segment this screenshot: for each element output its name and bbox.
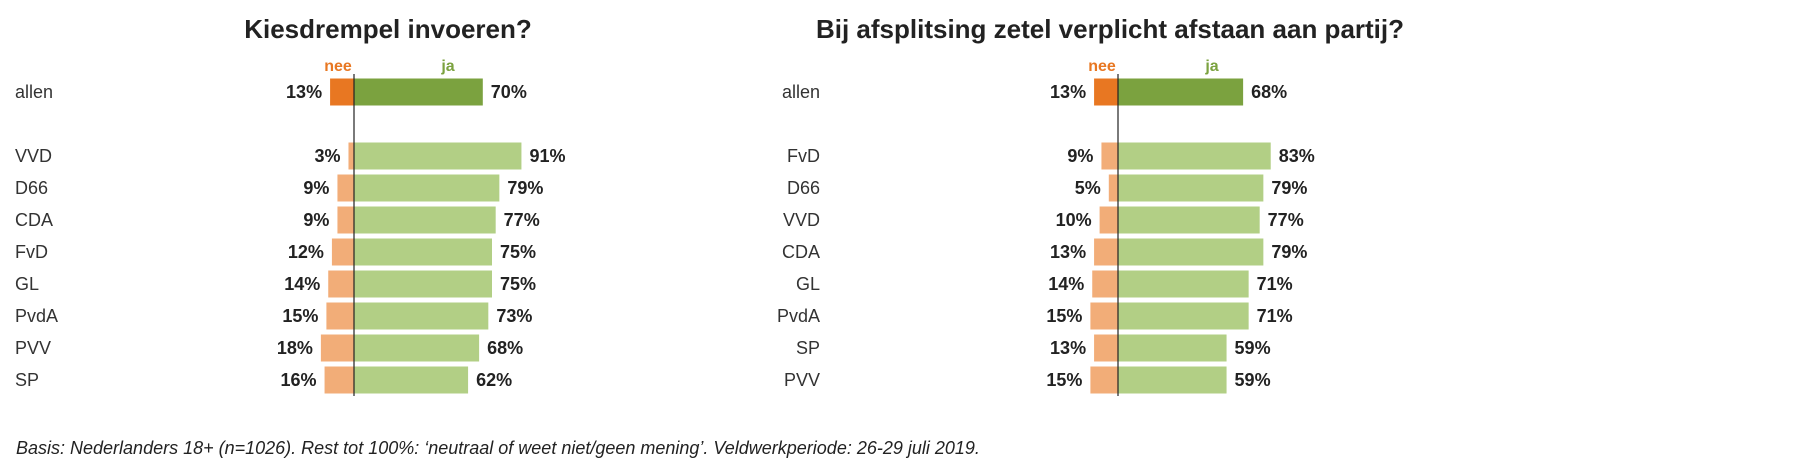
chart-2-value-label-ja: 71% xyxy=(1257,306,1293,326)
chart-1-bar-nee xyxy=(320,334,354,362)
chart-2-value-label-nee: 14% xyxy=(1048,274,1084,294)
chart-2-legend-ja: ja xyxy=(1204,58,1218,75)
chart-1-value-label-ja: 77% xyxy=(504,210,540,230)
chart-1-category-label: GL xyxy=(15,274,39,294)
chart-2-value-label-nee: 13% xyxy=(1050,242,1086,262)
chart-1-value-label-nee: 13% xyxy=(286,82,322,102)
chart-2-value-label-ja: 71% xyxy=(1257,274,1293,294)
chart-1-value-label-nee: 12% xyxy=(288,242,324,262)
chart-2-value-label-ja: 59% xyxy=(1235,338,1271,358)
chart-2-bar-ja xyxy=(1118,238,1264,266)
chart-2-value-label-nee: 13% xyxy=(1050,338,1086,358)
chart-1-bar-ja xyxy=(354,206,496,234)
chart-1-bar-ja xyxy=(354,270,492,298)
chart-1-value-label-nee: 15% xyxy=(282,306,318,326)
chart-2-value-label-ja: 59% xyxy=(1235,370,1271,390)
chart-1-value-label-nee: 16% xyxy=(281,370,317,390)
chart-1-category-label: PVV xyxy=(15,338,51,358)
chart-1-legend-nee: nee xyxy=(324,58,352,75)
chart-2-bar-nee xyxy=(1101,142,1118,170)
chart-2-value-label-nee: 9% xyxy=(1067,146,1093,166)
chart-2-value-label-ja: 79% xyxy=(1271,178,1307,198)
chart-1-bar-nee xyxy=(337,174,354,202)
chart-1-value-label-ja: 91% xyxy=(529,146,565,166)
chart-1-value-label-nee: 9% xyxy=(303,178,329,198)
chart-2-value-label-nee: 10% xyxy=(1056,210,1092,230)
chart-1-bar-nee xyxy=(326,302,354,330)
chart-1-bar-ja xyxy=(354,238,492,266)
chart-2-bar-nee xyxy=(1108,174,1118,202)
chart-1-value-label-ja: 68% xyxy=(487,338,523,358)
chart-2-legend-nee: nee xyxy=(1088,58,1116,75)
chart-1-bar-nee xyxy=(331,238,354,266)
chart-1-bar-ja xyxy=(354,366,469,394)
chart-1-bar-ja xyxy=(354,174,500,202)
chart-2-value-label-ja: 68% xyxy=(1251,82,1287,102)
chart-2-bar-ja xyxy=(1118,334,1227,362)
chart-1-category-label: CDA xyxy=(15,210,53,230)
chart-1-value-label-ja: 75% xyxy=(500,274,536,294)
chart-2-value-label-nee: 15% xyxy=(1046,306,1082,326)
chart-1-bar-ja xyxy=(354,142,522,170)
chart-2-bar-nee xyxy=(1090,366,1118,394)
chart-2-bar-nee xyxy=(1099,206,1118,234)
chart-2-value-label-ja: 83% xyxy=(1279,146,1315,166)
chart-2-bar-ja xyxy=(1118,302,1249,330)
chart-1-category-label: allen xyxy=(15,82,53,102)
chart-2-bar-ja xyxy=(1118,206,1260,234)
chart-1-category-label: VVD xyxy=(15,146,52,166)
chart-1-bar-ja xyxy=(354,302,489,330)
chart-1-bar-nee xyxy=(348,142,354,170)
chart-1-category-label: FvD xyxy=(15,242,48,262)
chart-1-value-label-nee: 3% xyxy=(314,146,340,166)
chart-2-bar-nee xyxy=(1094,238,1118,266)
chart-2-bar-nee xyxy=(1094,78,1118,106)
chart-1-bar-ja xyxy=(354,334,480,362)
chart-2-value-label-nee: 15% xyxy=(1046,370,1082,390)
chart-2-bar-ja xyxy=(1118,366,1227,394)
chart-1-bar-nee xyxy=(330,78,354,106)
chart-2-bar-ja xyxy=(1118,78,1244,106)
chart-2-title: Bij afsplitsing zetel verplicht afstaan … xyxy=(816,14,1404,44)
chart-2-value-label-nee: 5% xyxy=(1075,178,1101,198)
chart-1-value-label-nee: 14% xyxy=(284,274,320,294)
chart-2-bar-ja xyxy=(1118,174,1264,202)
chart-1-bar-nee xyxy=(337,206,354,234)
chart-1-category-label: PvdA xyxy=(15,306,58,326)
chart-1-category-label: D66 xyxy=(15,178,48,198)
chart-2-category-label: CDA xyxy=(782,242,820,262)
footnote: Basis: Nederlanders 18+ (n=1026). Rest t… xyxy=(16,438,980,458)
chart-2-bar-nee xyxy=(1090,302,1118,330)
chart-1-value-label-ja: 62% xyxy=(476,370,512,390)
chart-1-value-label-nee: 9% xyxy=(303,210,329,230)
chart-2-category-label: GL xyxy=(796,274,820,294)
chart-1-value-label-ja: 73% xyxy=(496,306,532,326)
chart-2-bar-ja xyxy=(1118,142,1271,170)
chart-2-category-label: FvD xyxy=(787,146,820,166)
chart-1-bar-ja xyxy=(354,78,483,106)
chart-1-value-label-ja: 79% xyxy=(507,178,543,198)
chart-2-category-label: PVV xyxy=(784,370,820,390)
chart-1-legend-ja: ja xyxy=(440,58,454,75)
chart-2-bar-ja xyxy=(1118,270,1249,298)
chart-2-value-label-nee: 13% xyxy=(1050,82,1086,102)
chart-2-category-label: VVD xyxy=(783,210,820,230)
chart-2-value-label-ja: 77% xyxy=(1268,210,1304,230)
chart-2-bar-nee xyxy=(1094,334,1118,362)
chart-2-category-label: allen xyxy=(782,82,820,102)
chart-2-bar-nee xyxy=(1092,270,1118,298)
chart-2-value-label-ja: 79% xyxy=(1271,242,1307,262)
chart-1-category-label: SP xyxy=(15,370,39,390)
chart-1-bar-nee xyxy=(328,270,354,298)
charts-canvas: Kiesdrempel invoeren? nee ja allen 13% 70% VVD… xyxy=(15,14,1404,396)
chart-2-category-label: D66 xyxy=(787,178,820,198)
chart-1-value-label-nee: 18% xyxy=(277,338,313,358)
chart-1-title: Kiesdrempel invoeren? xyxy=(244,14,532,44)
chart-2-category-label: SP xyxy=(796,338,820,358)
chart-2-category-label: PvdA xyxy=(777,306,820,326)
chart-1-value-label-ja: 75% xyxy=(500,242,536,262)
chart-1-value-label-ja: 70% xyxy=(491,82,527,102)
chart-1-bar-nee xyxy=(324,366,354,394)
